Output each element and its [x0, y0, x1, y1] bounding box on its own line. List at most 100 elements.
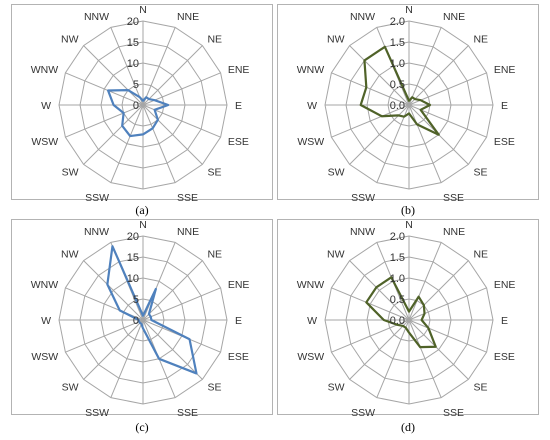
tick-label: 15 — [127, 37, 139, 49]
tick-label: 1.0 — [390, 273, 405, 285]
tick-label: 1.0 — [390, 58, 405, 70]
direction-label: SSW — [351, 407, 375, 416]
radar-grid — [58, 20, 228, 190]
radar-chart-b: N NNE NE ENE E ESE SE SSE S SSW SW WSW W WNW NW NNW 0.0 0… — [297, 5, 516, 201]
direction-label: NNW — [350, 11, 375, 23]
grid-spoke — [349, 260, 410, 321]
grid-spoke — [349, 319, 410, 380]
tick-label: 0.0 — [390, 315, 405, 327]
direction-label: NNW — [84, 11, 109, 23]
grid-spoke — [83, 104, 144, 165]
direction-label: NNE — [443, 226, 465, 238]
grid-spoke — [408, 287, 487, 321]
direction-label: WSW — [31, 136, 58, 148]
grid-spoke — [142, 287, 221, 321]
direction-label: W — [307, 100, 317, 112]
grid-spoke — [408, 104, 442, 183]
direction-label: W — [41, 315, 51, 327]
tick-label: 10 — [127, 273, 139, 285]
grid-spoke — [65, 104, 144, 138]
radar-panel-a: N NNE NE ENE E ESE SE SSE S SSW SW WSW W WNW NW NNW 0 5 10… — [11, 4, 273, 201]
direction-label: SSW — [351, 192, 375, 201]
direction-label: N — [405, 220, 413, 231]
grid-spoke — [408, 242, 442, 321]
grid-spoke — [142, 104, 176, 183]
radar-grid — [324, 235, 494, 405]
tick-label: 0.5 — [390, 294, 405, 306]
direction-label: SSE — [443, 407, 464, 416]
direction-label: WNW — [31, 64, 58, 76]
grid-spoke — [83, 319, 144, 380]
grid-spoke — [65, 72, 144, 106]
direction-label: ESE — [228, 351, 249, 363]
radar-panel-c: N NNE NE ENE E ESE SE SSE S SSW SW WSW W WNW NW NNW 0 5 10… — [11, 219, 273, 416]
tick-label: 5 — [133, 79, 139, 91]
direction-label: WNW — [31, 279, 58, 291]
tick-label: 15 — [127, 252, 139, 264]
direction-label: ENE — [228, 64, 250, 76]
grid-spoke — [65, 319, 144, 353]
grid-spoke — [331, 104, 410, 138]
direction-label: N — [405, 5, 413, 16]
direction-label: WSW — [297, 136, 324, 148]
direction-label: W — [41, 100, 51, 112]
tick-label: 20 — [127, 16, 139, 28]
direction-label: S — [405, 199, 412, 201]
direction-label: SSE — [177, 192, 198, 201]
direction-label: ENE — [228, 279, 250, 291]
tick-label: 0.5 — [390, 79, 405, 91]
direction-label: ESE — [494, 136, 515, 148]
direction-label: NNE — [443, 11, 465, 23]
direction-label: NW — [61, 34, 79, 46]
tick-label: 10 — [127, 58, 139, 70]
grid-spoke — [110, 104, 144, 183]
direction-label: SSE — [177, 407, 198, 416]
grid-spoke — [408, 319, 442, 398]
grid-spoke — [408, 319, 487, 353]
direction-label: E — [501, 100, 508, 112]
direction-label: S — [139, 199, 146, 201]
direction-label: SE — [473, 166, 487, 178]
direction-label: NNE — [177, 226, 199, 238]
direction-label: NNW — [350, 226, 375, 238]
direction-label: NE — [207, 34, 222, 46]
radar-grid — [324, 20, 494, 190]
grid-spoke — [331, 287, 410, 321]
tick-label: 20 — [127, 231, 139, 243]
caption-b: (b) — [401, 203, 415, 217]
direction-label: SW — [62, 166, 79, 178]
direction-label: N — [139, 220, 147, 231]
caption-a: (a) — [135, 203, 149, 217]
direction-label: W — [307, 315, 317, 327]
direction-label: NE — [473, 249, 488, 261]
grid-spoke — [142, 27, 176, 106]
tick-label: 0.0 — [390, 100, 405, 112]
direction-label: WNW — [297, 64, 324, 76]
direction-label: SE — [207, 166, 221, 178]
grid-spoke — [408, 45, 469, 106]
direction-label: N — [139, 5, 147, 16]
grid-spoke — [142, 45, 203, 106]
grid-spoke — [376, 319, 410, 398]
direction-label: NNE — [177, 11, 199, 23]
direction-label: S — [405, 414, 412, 416]
direction-label: ENE — [494, 64, 516, 76]
direction-label: SE — [473, 381, 487, 393]
radar-chart-d: N NNE NE ENE E ESE SE SSE S SSW SW WSW W WNW NW NNW 0.0 0… — [297, 220, 516, 416]
grid-spoke — [83, 45, 144, 106]
direction-label: SW — [328, 166, 345, 178]
direction-label: WSW — [297, 351, 324, 363]
tick-label: 5 — [133, 294, 139, 306]
direction-label: E — [235, 100, 242, 112]
grid-spoke — [408, 260, 469, 321]
radar-grid — [58, 235, 228, 405]
tick-label: 0 — [133, 100, 139, 112]
grid-spoke — [349, 45, 410, 106]
direction-label: NE — [207, 249, 222, 261]
caption-c: (c) — [135, 420, 149, 434]
direction-label: S — [139, 414, 146, 416]
grid-spoke — [142, 260, 203, 321]
direction-label: SSW — [85, 407, 109, 416]
direction-label: SW — [62, 381, 79, 393]
grid-spoke — [142, 104, 203, 165]
